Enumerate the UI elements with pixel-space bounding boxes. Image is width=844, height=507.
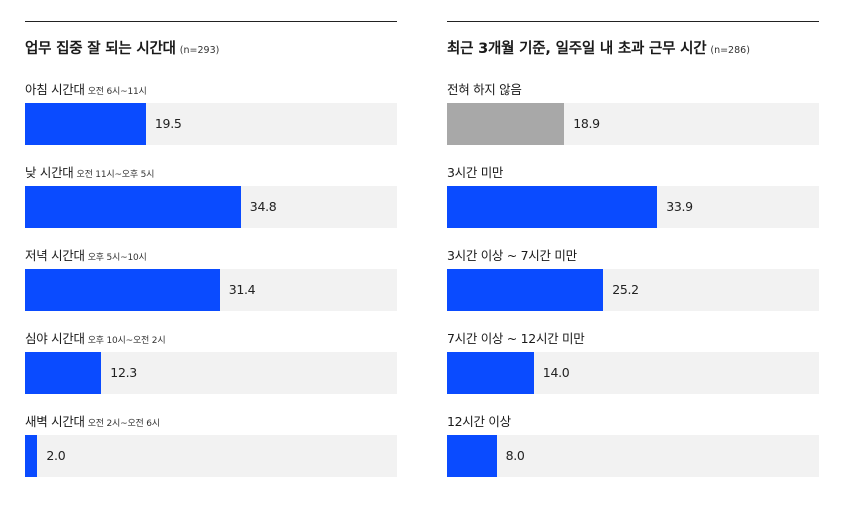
bar bbox=[447, 269, 604, 311]
data-label: 25.2 bbox=[612, 282, 639, 297]
bar-track: 14.0 bbox=[447, 352, 819, 394]
chart-title: 최근 3개월 기준, 일주일 내 초과 근무 시간 (n=286) bbox=[447, 41, 750, 57]
bar-track: 33.9 bbox=[447, 186, 819, 228]
bar-row: 3시간 미만 33.9 bbox=[447, 165, 819, 228]
category-time-range: 오전 11시~오후 5시 bbox=[76, 170, 155, 180]
sample-size-note: (n=293) bbox=[179, 45, 220, 56]
bar-row: 전혀 하지 않음 18.9 bbox=[447, 82, 819, 145]
category-name: 3시간 이상 ~ 7시간 미만 bbox=[447, 248, 577, 263]
category-name: 아침 시간대 bbox=[25, 82, 85, 97]
chart-title: 업무 집중 잘 되는 시간대 (n=293) bbox=[25, 41, 220, 57]
data-label: 19.5 bbox=[154, 116, 182, 131]
bar-track: 31.4 bbox=[25, 269, 397, 311]
data-label: 12.3 bbox=[110, 365, 137, 380]
bar-row: 심야 시간대 오후 10시~오전 2시 12.3 bbox=[25, 331, 397, 394]
bar-track: 12.3 bbox=[25, 352, 397, 394]
bar bbox=[447, 352, 534, 394]
bar-row: 새벽 시간대 오전 2시~오전 6시 2.0 bbox=[25, 414, 397, 477]
bar bbox=[447, 186, 658, 228]
category-name: 12시간 이상 bbox=[447, 414, 511, 429]
category-name: 새벽 시간대 bbox=[25, 414, 85, 429]
bar bbox=[25, 103, 146, 145]
category-time-range: 오후 5시~10시 bbox=[87, 253, 147, 263]
category-name: 7시간 이상 ~ 12시간 미만 bbox=[447, 331, 585, 346]
category-label: 3시간 이상 ~ 7시간 미만 bbox=[447, 248, 577, 264]
data-label: 18.9 bbox=[573, 116, 600, 131]
bar-row: 3시간 이상 ~ 7시간 미만 25.2 bbox=[447, 248, 819, 311]
bar-row: 아침 시간대 오전 6시~11시 19.5 bbox=[25, 82, 397, 145]
category-label: 저녁 시간대 오후 5시~10시 bbox=[25, 248, 147, 266]
category-label: 전혀 하지 않음 bbox=[447, 82, 522, 98]
category-label: 새벽 시간대 오전 2시~오전 6시 bbox=[25, 414, 160, 432]
category-label: 7시간 이상 ~ 12시간 미만 bbox=[447, 331, 585, 347]
data-label: 34.8 bbox=[249, 199, 277, 214]
category-name: 저녁 시간대 bbox=[25, 248, 85, 263]
bar-track: 18.9 bbox=[447, 103, 819, 145]
category-name: 낮 시간대 bbox=[25, 165, 74, 180]
data-label: 2.0 bbox=[46, 448, 66, 463]
bar bbox=[447, 435, 497, 477]
bar-track: 34.8 bbox=[25, 186, 397, 228]
category-label: 아침 시간대 오전 6시~11시 bbox=[25, 82, 147, 100]
category-name: 심야 시간대 bbox=[25, 331, 85, 346]
top-divider bbox=[25, 21, 397, 22]
bar bbox=[25, 435, 38, 477]
data-label: 33.9 bbox=[666, 199, 693, 214]
category-time-range: 오후 10시~오전 2시 bbox=[87, 336, 166, 346]
bar-track: 8.0 bbox=[447, 435, 819, 477]
bar-row: 저녁 시간대 오후 5시~10시 31.4 bbox=[25, 248, 397, 311]
bar-track: 25.2 bbox=[447, 269, 819, 311]
category-label: 3시간 미만 bbox=[447, 165, 503, 181]
top-divider bbox=[447, 21, 819, 22]
data-label: 14.0 bbox=[542, 365, 570, 380]
category-label: 12시간 이상 bbox=[447, 414, 511, 430]
category-time-range: 오전 6시~11시 bbox=[87, 87, 147, 97]
category-name: 전혀 하지 않음 bbox=[447, 82, 522, 97]
bar-track: 2.0 bbox=[25, 435, 397, 477]
category-name: 3시간 미만 bbox=[447, 165, 504, 180]
bar bbox=[25, 269, 220, 311]
bar-row: 7시간 이상 ~ 12시간 미만 14.0 bbox=[447, 331, 819, 394]
bar bbox=[25, 352, 102, 394]
bar-track: 19.5 bbox=[25, 103, 397, 145]
bar bbox=[25, 186, 241, 228]
bar bbox=[447, 103, 565, 145]
sample-size-note: (n=286) bbox=[710, 45, 750, 56]
category-label: 낮 시간대 오전 11시~오후 5시 bbox=[25, 165, 154, 183]
category-time-range: 오전 2시~오전 6시 bbox=[87, 419, 160, 429]
data-label: 8.0 bbox=[505, 448, 525, 463]
category-label: 심야 시간대 오후 10시~오전 2시 bbox=[25, 331, 166, 349]
bar-row: 12시간 이상 8.0 bbox=[447, 414, 819, 477]
data-label: 31.4 bbox=[228, 282, 256, 297]
bar-row: 낮 시간대 오전 11시~오후 5시 34.8 bbox=[25, 165, 397, 228]
